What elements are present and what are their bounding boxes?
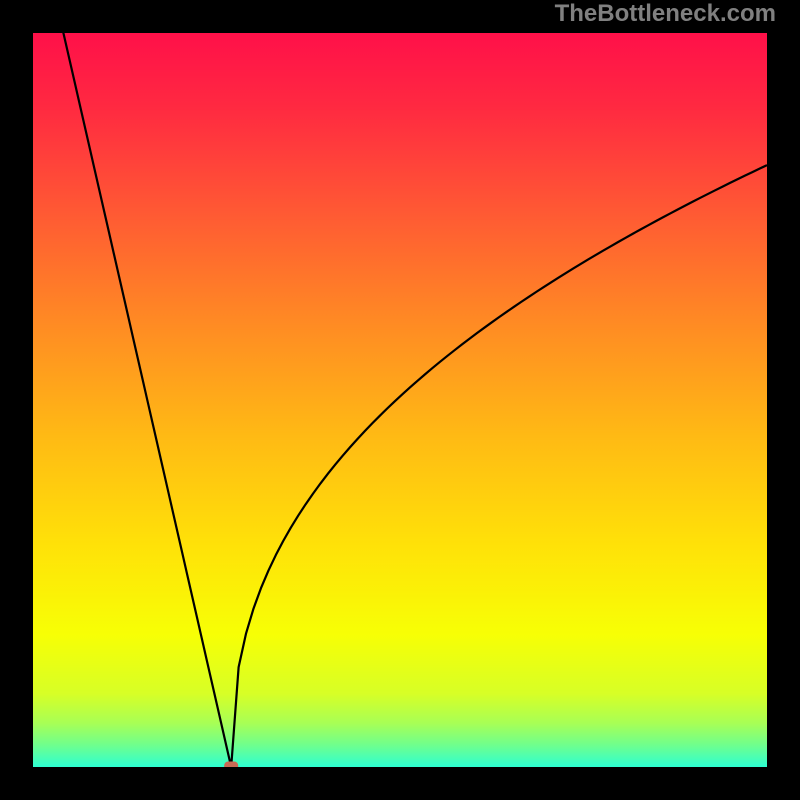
chart-stage: TheBottleneck.com <box>0 0 800 800</box>
gradient-background <box>33 33 767 767</box>
plot-area <box>33 33 767 767</box>
watermark-text: TheBottleneck.com <box>555 0 776 28</box>
optimal-point-marker <box>224 762 238 768</box>
chart-svg <box>33 33 767 767</box>
